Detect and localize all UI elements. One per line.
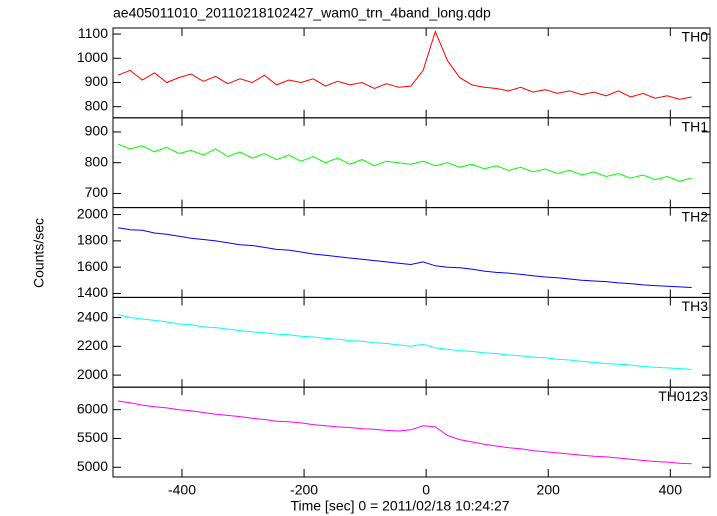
y-tick-label: 1400 (77, 284, 108, 300)
panel-label: TH1 (682, 119, 709, 135)
x-tick-label: -400 (168, 482, 196, 498)
light-curve (117, 30, 692, 100)
y-axis-label: Counts/sec (31, 218, 47, 288)
light-curve (117, 143, 692, 182)
panel-label: TH2 (682, 208, 709, 224)
x-axis-label: Time [sec] 0 = 2011/02/18 10:24:27 (290, 498, 509, 514)
y-tick-label: 1600 (77, 258, 108, 274)
light-curve (117, 227, 692, 288)
y-tick-label: 1100 (78, 25, 108, 41)
y-tick-label: 5000 (77, 458, 108, 474)
panel-label: TH3 (682, 298, 709, 314)
y-tick-label: 2000 (77, 366, 108, 382)
y-tick-label: 5500 (77, 429, 108, 445)
y-tick-label: 2200 (77, 337, 108, 353)
y-tick-label: 1800 (77, 232, 108, 248)
panel-frame (112, 27, 711, 119)
y-tick-label: 900 (85, 73, 109, 89)
chart-title: ae405011010_20110218102427_wam0_trn_4ban… (113, 5, 491, 21)
panel-label: TH0 (682, 29, 709, 45)
y-tick-label: 1000 (77, 49, 108, 65)
y-tick-label: 800 (85, 97, 109, 113)
y-tick-label: 6000 (77, 400, 108, 416)
x-tick-label: 200 (537, 482, 561, 498)
x-tick-label: -200 (290, 482, 318, 498)
panel-frame (112, 296, 711, 388)
y-tick-label: 700 (85, 184, 109, 200)
y-tick-label: 800 (85, 153, 109, 169)
x-tick-label: 0 (422, 482, 430, 498)
y-tick-label: 900 (85, 123, 109, 139)
panel-frame (112, 207, 711, 298)
panel-frame (112, 386, 711, 478)
y-tick-label: 2400 (77, 308, 108, 324)
light-curve (117, 314, 692, 370)
panel-label: TH0123 (658, 388, 708, 404)
x-tick-label: 400 (659, 482, 683, 498)
y-tick-label: 2000 (77, 205, 108, 221)
panel-frame (112, 117, 711, 209)
light-curve (117, 400, 692, 465)
